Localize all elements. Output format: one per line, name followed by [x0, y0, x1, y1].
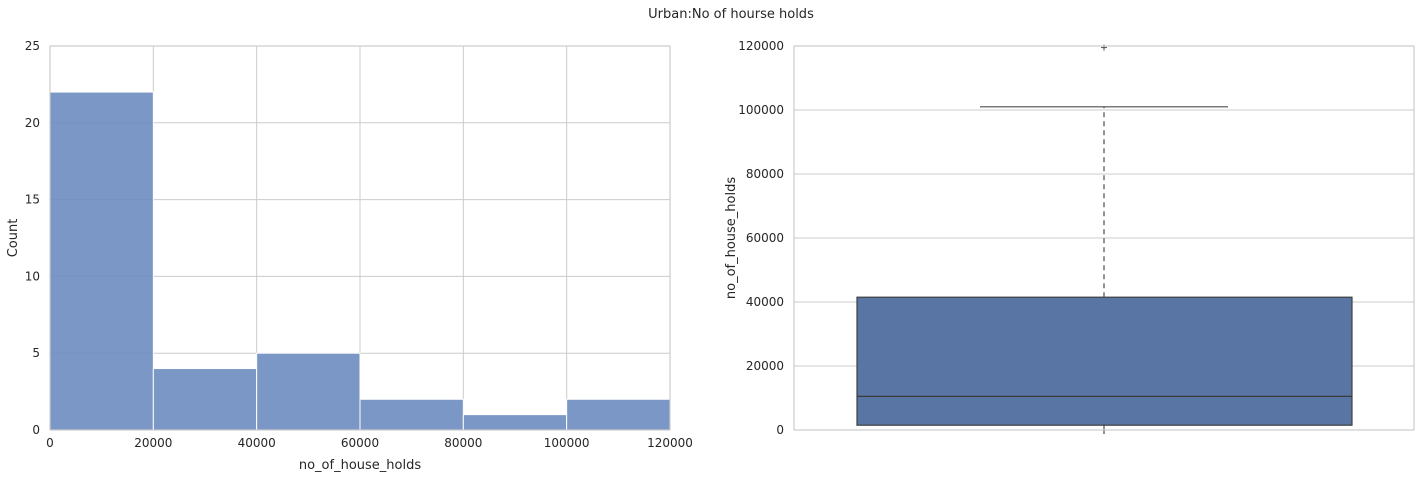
boxplot-y-tick-label: 100000 [738, 103, 784, 117]
histogram-x-tick-label: 80000 [444, 436, 482, 450]
histogram-x-axis-label: no_of_house_holds [299, 458, 421, 473]
figure-title: Urban:No of hourse holds [648, 7, 814, 22]
histogram-axes-frame [49, 45, 671, 431]
boxplot-panel: 0 20000 40000 60000 80000 100000 120000 no_of_… [724, 39, 1415, 437]
histogram-x-tick-label: 100000 [544, 436, 590, 450]
histogram-bar [49, 91, 154, 431]
histogram-x-tick-label: 120000 [647, 436, 693, 450]
boxplot-y-axis-label: no_of_house_holds [724, 177, 739, 299]
histogram-y-tick-label: 25 [25, 39, 40, 53]
histogram-bar [359, 398, 464, 431]
histogram-bar [256, 352, 361, 431]
histogram-y-axis-label: Count [6, 219, 21, 258]
boxplot-box [856, 296, 1353, 426]
histogram-bar [566, 398, 671, 431]
histogram-x-tick-label: 20000 [134, 436, 172, 450]
boxplot-y-tick-label: 20000 [746, 359, 784, 373]
boxplot-y-tick-label: 0 [776, 423, 784, 437]
histogram-y-tick-label: 15 [25, 193, 40, 207]
boxplot-body [856, 44, 1353, 434]
boxplot-y-tick-label: 120000 [738, 39, 784, 53]
histogram-x-tick-labels: 0 20000 40000 60000 80000 100000 120000 [46, 436, 693, 450]
histogram-x-tick-label: 40000 [238, 436, 276, 450]
histogram-y-tick-label: 20 [25, 116, 40, 130]
boxplot-axes-frame [793, 45, 1415, 431]
histogram-bar [462, 414, 568, 431]
histogram-y-tick-labels: 0 5 10 15 20 25 [25, 39, 40, 437]
boxplot-y-tick-label: 40000 [746, 295, 784, 309]
histogram-x-tick-label: 0 [46, 436, 54, 450]
histogram-x-tick-label: 60000 [341, 436, 379, 450]
boxplot-y-tick-label: 60000 [746, 231, 784, 245]
boxplot-y-tick-label: 80000 [746, 167, 784, 181]
histogram-bars [49, 91, 671, 431]
histogram-y-tick-label: 10 [25, 269, 40, 283]
histogram-y-tick-label: 5 [32, 346, 40, 360]
boxplot-y-tick-labels: 0 20000 40000 60000 80000 100000 120000 [738, 39, 784, 437]
histogram-bar [152, 368, 258, 431]
histogram-y-tick-label: 0 [32, 423, 40, 437]
histogram-panel: 0 20000 40000 60000 80000 100000 120000 0 5 10 15… [6, 39, 693, 473]
